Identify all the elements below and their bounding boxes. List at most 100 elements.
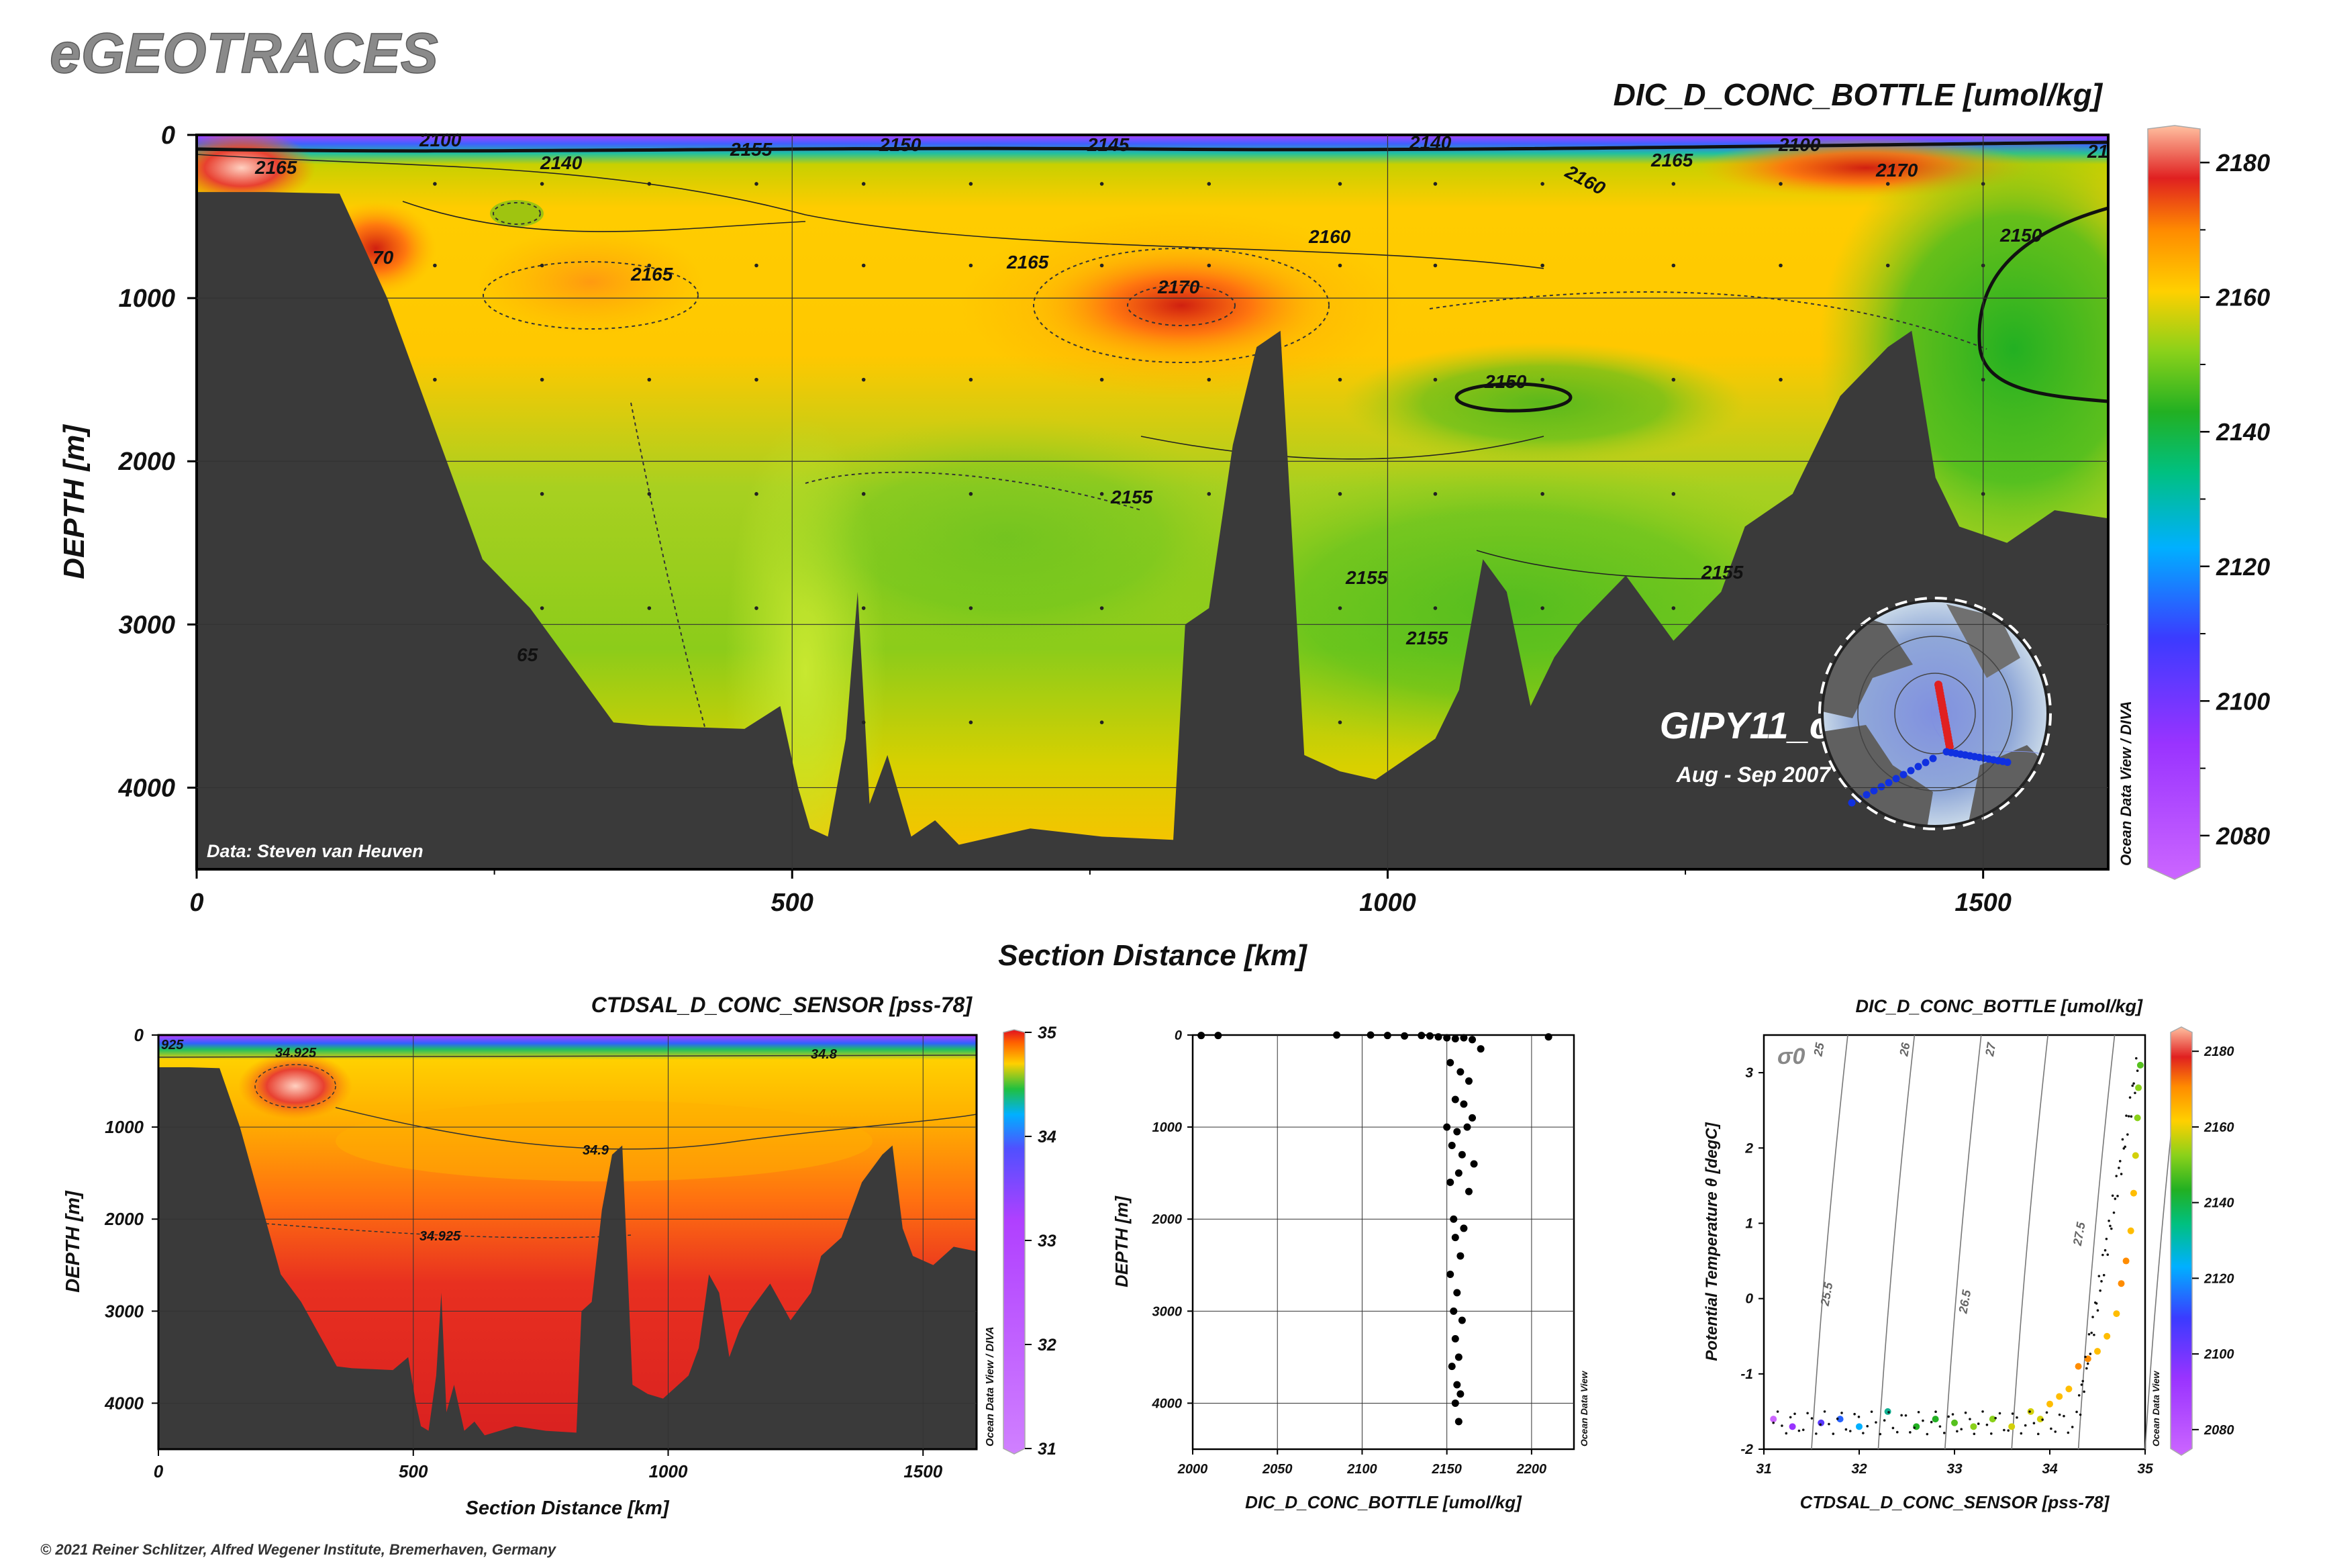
ts-point bbox=[2130, 1189, 2137, 1197]
profile-ylabel: DEPTH [m] bbox=[1111, 1195, 1132, 1287]
station-dot bbox=[969, 720, 973, 724]
station-dot bbox=[861, 606, 866, 610]
isopycnal-label: 25 bbox=[1811, 1041, 1827, 1058]
track-point-blue bbox=[1877, 783, 1885, 791]
svg-text:2100: 2100 bbox=[419, 130, 462, 150]
ts-bg-point bbox=[2105, 1237, 2108, 1240]
ts-bg-point bbox=[2111, 1194, 2114, 1197]
salinity-title: CTDSAL_D_CONC_SENSOR [pss-78] bbox=[591, 993, 973, 1017]
ts-bg-point bbox=[1985, 1423, 1989, 1426]
profile-point bbox=[1477, 1045, 1485, 1053]
ts-bg-point bbox=[1973, 1432, 1976, 1435]
ts-bg-point bbox=[1848, 1430, 1852, 1432]
station-dot bbox=[754, 182, 758, 186]
ts-point bbox=[1856, 1423, 1863, 1430]
ts-bg-point bbox=[2011, 1412, 2014, 1415]
station-dot bbox=[1338, 720, 1342, 724]
main-frame bbox=[195, 134, 2110, 871]
ts-point bbox=[2113, 1310, 2120, 1318]
ts-bg-point bbox=[2081, 1379, 2085, 1383]
station-dot bbox=[1671, 377, 1676, 382]
cb-tick-label: 33 bbox=[1038, 1232, 1056, 1251]
ts-bg-point bbox=[1934, 1410, 1937, 1414]
ts-point bbox=[2046, 1400, 2053, 1408]
track-point-blue bbox=[1907, 767, 1915, 775]
track-point-blue bbox=[1899, 771, 1908, 779]
ts-bg-point bbox=[2097, 1275, 2101, 1277]
ts-bg-point bbox=[2089, 1353, 2092, 1355]
svg-text:2155: 2155 bbox=[1110, 487, 1153, 507]
ts-bg-point bbox=[2121, 1138, 2124, 1141]
station-dot bbox=[1671, 263, 1676, 268]
ts-bg-point bbox=[1772, 1421, 1775, 1424]
ts-bg-point bbox=[2134, 1091, 2136, 1095]
ts-bg-point bbox=[1870, 1410, 1873, 1413]
ts-bg-point bbox=[2099, 1289, 2101, 1292]
ts-bg-point bbox=[2134, 1057, 2138, 1060]
ts-bg-point bbox=[1806, 1412, 1809, 1415]
ts-bg-point bbox=[2114, 1197, 2117, 1200]
ts-bg-point bbox=[2036, 1432, 2040, 1436]
profile-point bbox=[1451, 1095, 1459, 1104]
svg-text:2165: 2165 bbox=[1650, 150, 1693, 170]
track-point-blue bbox=[1922, 758, 1930, 767]
x-tick-label: 31 bbox=[1756, 1461, 1771, 1477]
main-grid bbox=[791, 135, 1984, 869]
station-dot bbox=[1540, 263, 1544, 268]
ts-bg-point bbox=[1785, 1432, 1788, 1435]
profile-points bbox=[1197, 1031, 1552, 1426]
cb-tick-label: 2080 bbox=[2204, 1423, 2234, 1438]
station-dot bbox=[647, 182, 652, 186]
ts-bg-point bbox=[2096, 1309, 2099, 1312]
ts-x-axis: 31 32 33 34 35 bbox=[1756, 1449, 2153, 1477]
profile-point bbox=[1448, 1363, 1456, 1371]
ts-bg-point bbox=[1900, 1414, 1903, 1417]
station-dot bbox=[1779, 377, 1783, 382]
svg-text:70: 70 bbox=[373, 247, 394, 268]
cb-tick-label: 2180 bbox=[2216, 149, 2270, 177]
dic-profile-panel: 2000 2050 2100 2150 2200 0 1000 2000 3000 4000 D… bbox=[1111, 1028, 1589, 1512]
station-dot bbox=[1671, 606, 1676, 610]
ts-bg-point bbox=[2093, 1333, 2095, 1336]
station-dot bbox=[861, 720, 866, 724]
ts-point bbox=[2122, 1257, 2130, 1265]
ts-bg-point bbox=[1909, 1431, 1912, 1434]
ts-point bbox=[1789, 1423, 1796, 1430]
ts-points bbox=[1770, 1057, 2144, 1436]
y-tick-label: 0 bbox=[134, 1025, 144, 1045]
x-tick-label: 1500 bbox=[903, 1461, 942, 1481]
track-point-blue bbox=[2003, 758, 2012, 767]
profile-point bbox=[1460, 1034, 1468, 1042]
ts-bg-point bbox=[2003, 1428, 2006, 1432]
svg-text:2155: 2155 bbox=[1701, 562, 1744, 583]
ts-bg-point bbox=[1801, 1428, 1805, 1431]
profile-point bbox=[1426, 1032, 1434, 1040]
ts-bg-point bbox=[2112, 1211, 2116, 1214]
cruise-label: GIPY11_c bbox=[1660, 704, 1830, 746]
ts-bg-point bbox=[1832, 1432, 1835, 1435]
profile-point bbox=[1544, 1033, 1552, 1041]
station-dot bbox=[754, 492, 758, 496]
cb-tick-label: 2160 bbox=[2204, 1120, 2234, 1135]
isopycnal bbox=[1877, 1034, 1916, 1450]
copyright: © 2021 Reiner Schlitzer, Alfred Wegener … bbox=[40, 1541, 556, 1558]
profile-y-axis: 0 1000 2000 3000 4000 bbox=[1152, 1028, 1193, 1411]
ts-point bbox=[1836, 1416, 1844, 1423]
station-dot bbox=[647, 377, 652, 382]
x-tick-label: 35 bbox=[2137, 1461, 2153, 1477]
station-dot bbox=[1338, 182, 1342, 186]
ts-bg-point bbox=[2102, 1273, 2106, 1277]
ts-bg-point bbox=[1866, 1424, 1869, 1428]
ts-bg-point bbox=[2085, 1367, 2088, 1370]
station-dot bbox=[1433, 182, 1438, 186]
svg-text:2150: 2150 bbox=[879, 134, 922, 155]
ts-point bbox=[2056, 1393, 2063, 1400]
sigma-label: σ0 bbox=[1777, 1044, 1805, 1069]
svg-text:2145: 2145 bbox=[1087, 134, 1130, 155]
ts-point bbox=[2136, 1061, 2144, 1069]
ts-bg-point bbox=[2101, 1253, 2104, 1257]
profile-point bbox=[1451, 1234, 1459, 1242]
profile-point bbox=[1453, 1128, 1461, 1136]
y-tick-label: -1 bbox=[1740, 1367, 1753, 1382]
